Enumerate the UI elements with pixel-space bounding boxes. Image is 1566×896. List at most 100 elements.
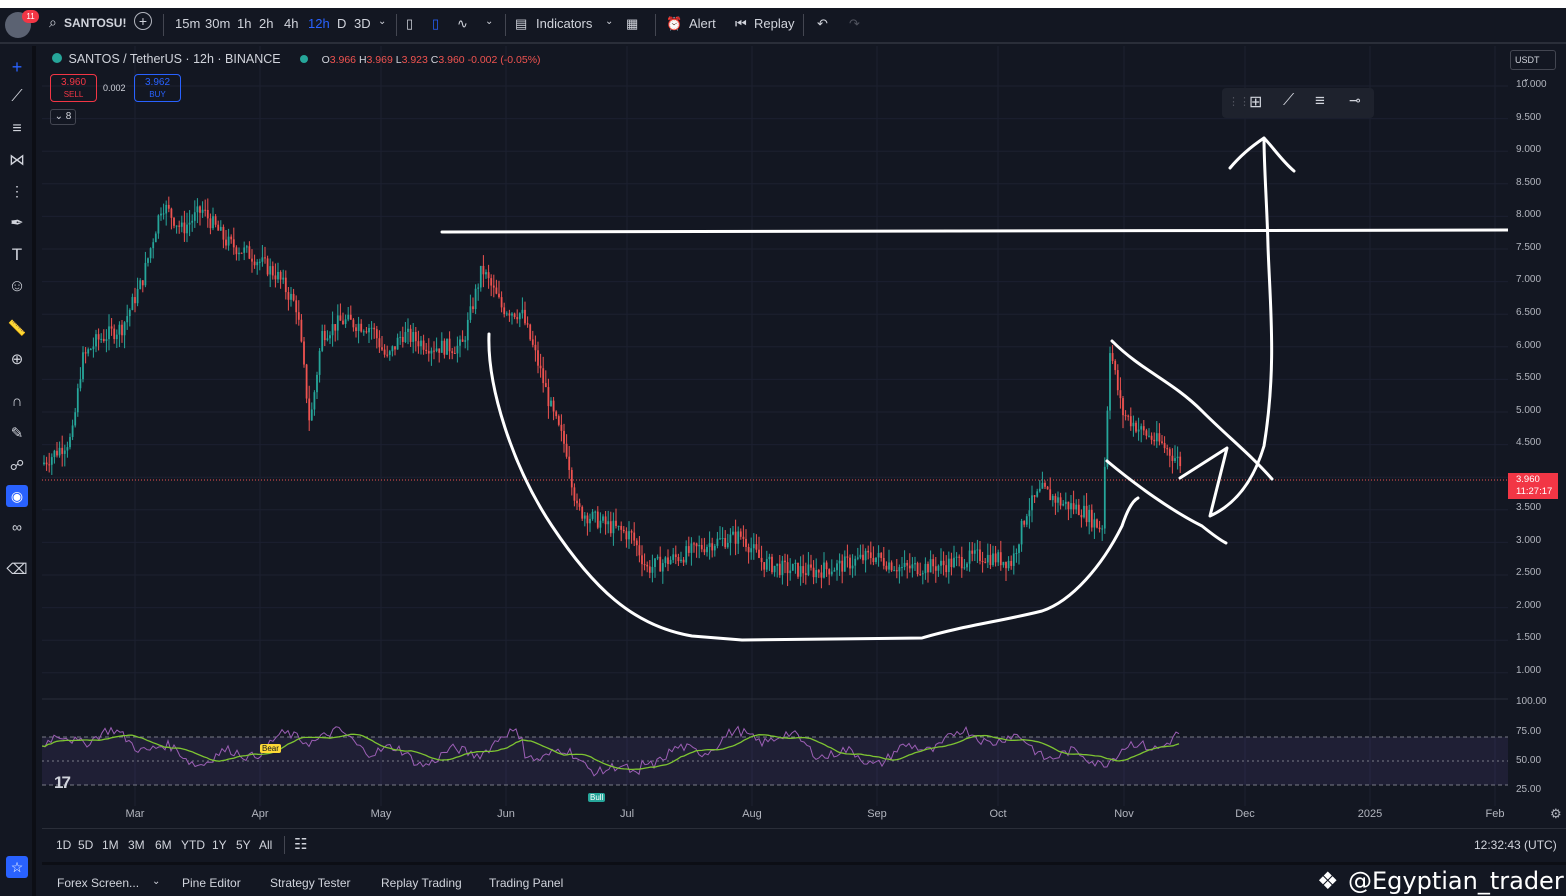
- legend-collapse-button[interactable]: ⌄ 8: [50, 109, 76, 125]
- candle-body: [1002, 561, 1005, 566]
- ruler-icon[interactable]: 📏: [7, 320, 27, 337]
- tradingview-logo[interactable]: 17: [54, 773, 71, 792]
- patterns-icon[interactable]: ⋈: [9, 152, 25, 169]
- range-6m[interactable]: 6M: [155, 838, 172, 852]
- close-value: 3.960: [438, 54, 465, 66]
- replay-button[interactable]: Replay: [754, 16, 795, 31]
- candle-body: [97, 334, 100, 340]
- chart-type-dropdown-icon[interactable]: ⌄: [485, 16, 494, 27]
- trend-line-icon[interactable]: ⟋: [1283, 92, 1295, 109]
- candle-body: [430, 350, 433, 354]
- range-3m[interactable]: 3M: [128, 838, 145, 852]
- trend-line-icon[interactable]: ⟋: [11, 88, 23, 105]
- favorites-star-icon[interactable]: ☆: [6, 856, 28, 878]
- magnet-icon[interactable]: ∩: [11, 392, 23, 410]
- candle-body: [336, 315, 339, 331]
- stay-drawing-icon[interactable]: ✎: [10, 425, 24, 442]
- bars-style-icon[interactable]: ▯: [406, 16, 414, 31]
- candle-body: [110, 326, 113, 329]
- brush-icon[interactable]: ✒: [10, 215, 24, 232]
- candle-body: [885, 565, 888, 570]
- candle-body: [1127, 415, 1130, 417]
- hide-drawings-icon[interactable]: ◉: [6, 485, 28, 507]
- interval-30m[interactable]: 30m: [205, 16, 231, 31]
- range-5d[interactable]: 5D: [78, 838, 94, 852]
- interval-12h[interactable]: 12h: [308, 16, 330, 31]
- tab-strategy-tester[interactable]: Strategy Tester: [270, 876, 351, 890]
- candle-body: [108, 326, 110, 340]
- candle-body: [225, 239, 227, 246]
- interval-2h[interactable]: 2h: [259, 16, 274, 31]
- crosshair-icon[interactable]: +: [11, 56, 23, 77]
- replay-icon[interactable]: ⏮: [735, 16, 747, 31]
- indicators-button[interactable]: Indicators: [536, 16, 593, 31]
- fib-icon[interactable]: ≡: [1315, 91, 1325, 110]
- candle-body: [1007, 560, 1010, 569]
- fib-retracement-icon[interactable]: ≡: [12, 120, 22, 137]
- candle-body: [1179, 456, 1182, 467]
- symbol-title[interactable]: SANTOS / TetherUS · 12h · BINANCE: [68, 52, 281, 66]
- link-icon[interactable]: ∞: [12, 519, 22, 535]
- candle-body: [526, 323, 529, 325]
- candle-body: [1174, 458, 1176, 462]
- range-5y[interactable]: 5Y: [236, 838, 251, 852]
- alert-icon[interactable]: ⏰: [666, 16, 683, 31]
- bottom-panel-tabs: Forex Screen... ⌄ Pine Editor Strategy T…: [42, 862, 1566, 896]
- horizontal-ray-icon[interactable]: ⊸: [1349, 92, 1361, 108]
- forecast-icon[interactable]: ⋮: [10, 182, 24, 199]
- add-symbol-icon[interactable]: +: [134, 12, 152, 30]
- layouts-icon[interactable]: ▦: [626, 16, 639, 31]
- candle-body: [924, 563, 927, 574]
- tab-replay-trading[interactable]: Replay Trading: [381, 876, 462, 890]
- trash-icon[interactable]: ⌫: [6, 561, 28, 578]
- candle-body: [84, 352, 87, 354]
- candle-body: [139, 280, 142, 290]
- lock-icon[interactable]: ☍: [9, 456, 25, 473]
- price-label: 2.500: [1516, 567, 1542, 578]
- utc-clock[interactable]: 12:32:43 (UTC): [1474, 838, 1557, 852]
- candle-body: [849, 557, 851, 569]
- price-axis[interactable]: USDT ⌄ 10.000 9.500 9.000 8.500 8.000 7.…: [1508, 46, 1566, 826]
- interval-dropdown-icon[interactable]: ⌄: [378, 16, 387, 27]
- indicators-dropdown-icon[interactable]: ⌄: [605, 16, 614, 27]
- range-ytd[interactable]: YTD: [181, 838, 205, 852]
- calendar-icon[interactable]: ☷: [294, 836, 308, 853]
- alert-button[interactable]: Alert: [689, 16, 716, 31]
- redo-icon[interactable]: ↷: [849, 16, 860, 31]
- settings-gear-icon[interactable]: ⚙: [1550, 806, 1562, 821]
- candles-icon[interactable]: ▯: [432, 16, 440, 31]
- text-tool-icon[interactable]: T: [11, 245, 23, 264]
- object-tree-icon[interactable]: ⊞: [1249, 94, 1263, 111]
- range-1y[interactable]: 1Y: [212, 838, 227, 852]
- buy-button[interactable]: 3.962 BUY: [134, 74, 181, 102]
- chevron-down-icon[interactable]: ⌄: [152, 876, 161, 887]
- candle-body: [955, 556, 958, 558]
- range-1m[interactable]: 1M: [102, 838, 119, 852]
- currency-selector[interactable]: USDT ⌄: [1510, 50, 1556, 83]
- price-chart[interactable]: [42, 46, 1508, 826]
- emoji-icon[interactable]: ☺: [8, 276, 26, 295]
- zoom-in-icon[interactable]: ⊕: [10, 351, 24, 368]
- interval-1h[interactable]: 1h: [237, 16, 252, 31]
- symbol-search[interactable]: SANTOSU!: [64, 16, 127, 30]
- interval-4h[interactable]: 4h: [284, 16, 299, 31]
- line-chart-icon[interactable]: ∿: [457, 16, 468, 31]
- range-all[interactable]: All: [259, 838, 273, 852]
- range-1d[interactable]: 1D: [56, 838, 72, 852]
- undo-icon[interactable]: ↶: [817, 16, 828, 31]
- tab-forex-screener[interactable]: Forex Screen...: [57, 876, 140, 890]
- tab-pine-editor[interactable]: Pine Editor: [182, 876, 241, 890]
- drag-handle-icon[interactable]: ⋮⋮: [1228, 96, 1250, 108]
- tab-trading-panel[interactable]: Trading Panel: [489, 876, 564, 890]
- interval-15m[interactable]: 15m: [175, 16, 201, 31]
- interval-d[interactable]: D: [337, 16, 347, 31]
- candle-body: [326, 338, 329, 341]
- search-icon[interactable]: ⌕: [49, 14, 57, 30]
- candle-body: [1088, 509, 1091, 523]
- indicators-icon[interactable]: ▤: [515, 16, 528, 31]
- candle-body: [1155, 433, 1158, 442]
- bull-marker: Bull: [588, 793, 606, 802]
- interval-3d[interactable]: 3D: [354, 16, 371, 31]
- chart-area[interactable]: SANTOS / TetherUS · 12h · BINANCE O3.966…: [42, 46, 1566, 826]
- sell-button[interactable]: 3.960 SELL: [50, 74, 97, 102]
